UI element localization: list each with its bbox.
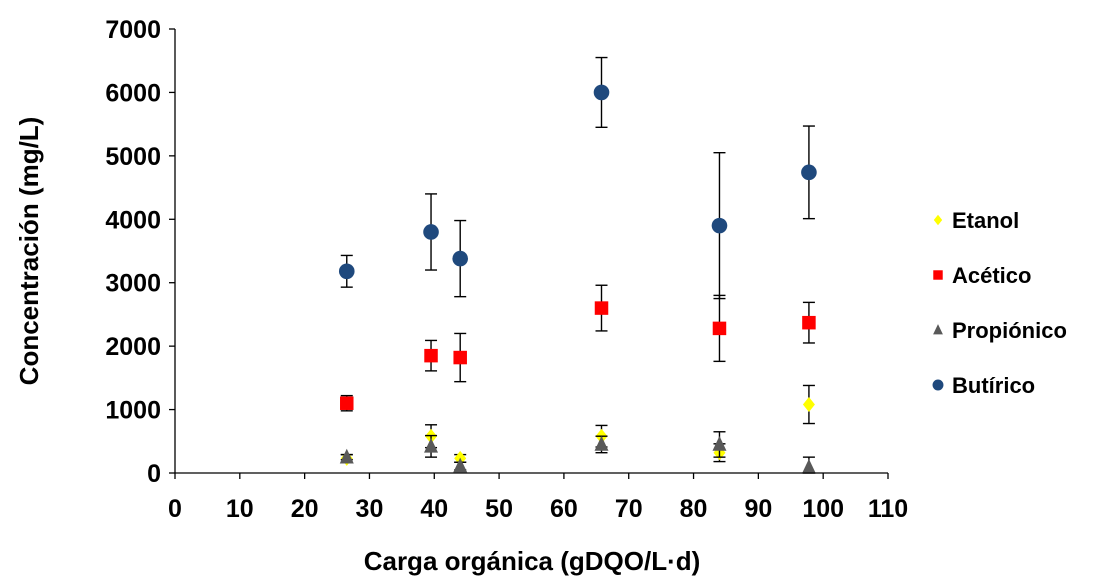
data-point [593, 84, 610, 101]
legend-item-propiónico: Propiónico [933, 318, 1067, 343]
series-layer [338, 56, 817, 474]
data-point [711, 217, 728, 234]
legend-item-butírico: Butírico [932, 373, 1035, 398]
data-point [802, 396, 815, 412]
legend-item-etanol: Etanol [933, 208, 1019, 233]
legend: Etanol Acético Propiónico Butírico [932, 208, 1067, 398]
data-point [338, 263, 355, 280]
series-acético [340, 284, 816, 412]
data-point [452, 250, 469, 267]
legend-marker [932, 379, 944, 391]
x-axis-ticks: 0 10 20 30 40 50 60 70 80 90 100 110 [168, 473, 908, 523]
data-point [424, 437, 439, 453]
y-tick-label: 4000 [105, 206, 161, 234]
data-point [340, 396, 354, 410]
y-tick-label: 1000 [105, 397, 161, 425]
data-point [424, 348, 438, 363]
y-tick-label: 5000 [105, 143, 161, 171]
legend-marker [933, 324, 943, 335]
legend-label: Etanol [952, 208, 1019, 233]
x-tick-label: 90 [744, 495, 772, 523]
data-point [801, 164, 817, 181]
x-tick-label: 80 [680, 495, 708, 523]
series-propiónico [339, 431, 816, 474]
data-point [594, 301, 609, 315]
y-tick-label: 2000 [105, 333, 161, 361]
data-point [712, 321, 727, 336]
legend-label: Propiónico [952, 318, 1067, 343]
x-tick-label: 70 [615, 495, 643, 523]
data-point [453, 350, 467, 365]
x-tick-label: 20 [291, 495, 319, 523]
series-etanol [340, 384, 815, 466]
y-tick-label: 3000 [105, 270, 161, 298]
legend-marker [933, 270, 943, 280]
data-point [339, 448, 354, 464]
data-point [423, 224, 439, 240]
y-tick-label: 6000 [105, 79, 161, 107]
y-tick-label: 0 [147, 460, 161, 488]
y-tick-label: 7000 [105, 16, 161, 44]
legend-item-acético: Acético [933, 263, 1031, 288]
x-tick-label: 40 [420, 495, 448, 523]
x-axis-title: Carga orgánica (gDQO/L·d) [364, 546, 701, 576]
data-point [594, 436, 609, 451]
y-axis-ticks: 0 1000 2000 3000 4000 5000 6000 7000 [105, 16, 175, 488]
data-point [802, 315, 816, 330]
y-axis-title: Concentración (mg/L) [14, 117, 44, 386]
legend-label: Acético [952, 263, 1031, 288]
x-tick-label: 10 [226, 495, 254, 523]
series-butírico [338, 56, 817, 300]
legend-label: Butírico [952, 373, 1035, 398]
x-tick-label: 60 [550, 495, 578, 523]
legend-marker [933, 214, 943, 226]
data-point [712, 436, 727, 451]
data-point [801, 458, 816, 474]
x-tick-label: 50 [485, 495, 513, 523]
x-tick-label: 30 [356, 495, 384, 523]
x-tick-label: 0 [168, 495, 182, 523]
x-tick-label: 110 [868, 495, 908, 523]
x-tick-label: 100 [802, 495, 844, 523]
data-point [453, 457, 468, 473]
